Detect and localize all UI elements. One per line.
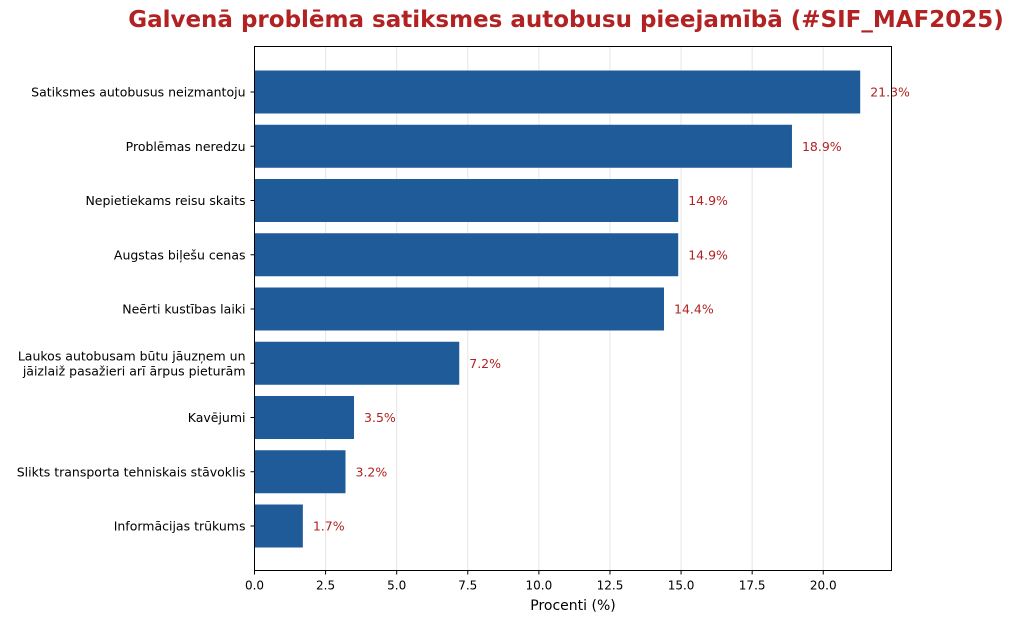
value-label: 3.5%	[364, 410, 396, 425]
x-tick-label: 15.0	[668, 579, 695, 593]
bar	[254, 179, 679, 222]
x-ticks: 0.0 2.5 5.0 7.5 10.0 12.5 15.0 17.5 20.0	[245, 570, 837, 593]
category-label: Nepietiekams reisu skaits	[85, 193, 245, 208]
category-label: Neērti kustības laiki	[122, 302, 245, 317]
x-axis-label: Procenti (%)	[530, 598, 615, 614]
value-label: 14.9%	[688, 247, 728, 262]
x-tick-label: 5.0	[387, 579, 406, 593]
value-label: 7.2%	[469, 356, 501, 371]
x-tick-label: 2.5	[316, 579, 335, 593]
category-label: Laukos autobusam būtu jāuzņem un	[18, 348, 246, 363]
bar	[254, 287, 664, 331]
x-tick-label: 10.0	[526, 579, 553, 593]
value-label: 21.3%	[870, 85, 910, 100]
category-label: Informācijas trūkums	[114, 519, 246, 534]
chart-title: Galvenā problēma satiksmes autobusu piee…	[128, 7, 1004, 33]
value-label: 1.7%	[313, 519, 345, 534]
x-tick-label: 7.5	[458, 579, 477, 593]
category-label: Kavējumi	[188, 410, 246, 425]
x-tick-label: 20.0	[810, 579, 837, 593]
bar	[254, 504, 303, 548]
category-label: Problēmas neredzu	[126, 139, 246, 154]
x-tick-label: 0.0	[245, 579, 264, 593]
bar	[254, 124, 792, 168]
plot-frame	[254, 46, 892, 571]
value-label: 3.2%	[356, 464, 388, 479]
bar	[254, 341, 460, 385]
category-label: jāizlaiž pasažieri arī ārpus pieturām	[22, 363, 246, 378]
value-labels: 21.3% 18.9% 14.9% 14.9% 14.4% 7.2% 3.5% 3.2% 1.7…	[313, 85, 910, 534]
x-tick-label: 12.5	[597, 579, 624, 593]
value-label: 14.4%	[674, 302, 714, 317]
bar	[254, 396, 355, 439]
bar	[254, 233, 679, 277]
value-label: 18.9%	[802, 139, 842, 154]
bars	[254, 70, 861, 548]
category-label: Satiksmes autobusus neizmantoju	[31, 85, 245, 100]
category-labels: Satiksmes autobusus neizmantoju Problēmas…	[17, 85, 255, 534]
bar	[254, 70, 861, 114]
value-label: 14.9%	[688, 193, 728, 208]
x-tick-label: 17.5	[739, 579, 766, 593]
category-label: Augstas biļešu cenas	[114, 247, 246, 262]
bar	[254, 450, 346, 494]
category-label: Slikts transporta tehniskais stāvoklis	[17, 464, 246, 479]
